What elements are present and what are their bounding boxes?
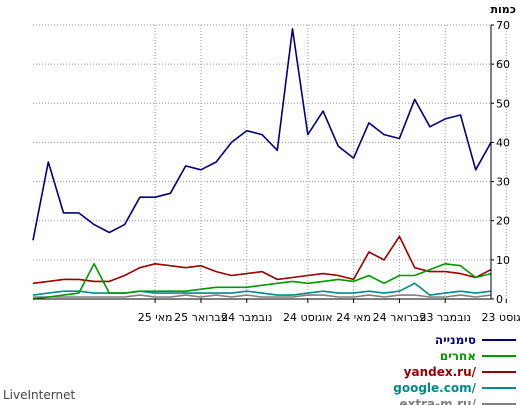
y-tick-label: 10 — [496, 254, 510, 267]
y-tick-label: 30 — [496, 176, 510, 189]
y-tick-label: 0 — [496, 293, 503, 306]
series-line — [32, 235, 492, 285]
legend-label: yandex.ru/ — [404, 365, 477, 379]
x-tick-label: נובמבר 23 — [420, 311, 471, 324]
y-tick-label: 40 — [496, 136, 510, 149]
y-tick-label: 50 — [496, 97, 510, 110]
y-axis-ticks: 0 10 20 30 40 50 60 70 — [491, 19, 510, 306]
series-line — [33, 294, 492, 298]
x-tick-label: אוגוסט 23 — [481, 311, 520, 324]
legend-item: אחרים — [440, 349, 516, 363]
legend-item: yandex.ru/ — [404, 365, 516, 379]
y-tick-label: 60 — [496, 58, 510, 71]
series-line — [32, 262, 492, 300]
x-tick-label: נובמבר 24 — [221, 311, 272, 324]
legend-label: אחרים — [440, 349, 476, 363]
legend-label: extra-m.ru/ — [399, 397, 476, 405]
series-line — [32, 28, 492, 241]
x-axis-ticks: נובמבר 22פברואר 23מאי 23אוגוסט 23נובמבר … — [138, 299, 520, 324]
x-tick-label: מאי 25 — [138, 311, 173, 324]
legend-item: סימנייה — [435, 333, 516, 347]
y-axis-title: כמות — [491, 3, 516, 16]
legend-item: extra-m.ru/ — [399, 397, 516, 405]
x-tick-label: מאי 24 — [336, 311, 371, 324]
series-lines — [32, 28, 492, 300]
x-tick-label: פברואר 25 — [174, 311, 228, 324]
x-tick-label: אוגוסט 24 — [283, 311, 333, 324]
y-tick-label: 70 — [496, 19, 510, 32]
brand-label: LiveInternet — [3, 388, 75, 402]
legend-label: google.com/ — [393, 381, 476, 395]
y-tick-label: 20 — [496, 215, 510, 228]
legend-item: google.com/ — [393, 381, 516, 395]
grid — [33, 24, 507, 299]
x-tick-label: פברואר 24 — [373, 311, 427, 324]
legend: סימנייה אחרים yandex.ru/google.com/extra-m… — [393, 333, 516, 405]
legend-label: סימנייה — [435, 333, 476, 347]
